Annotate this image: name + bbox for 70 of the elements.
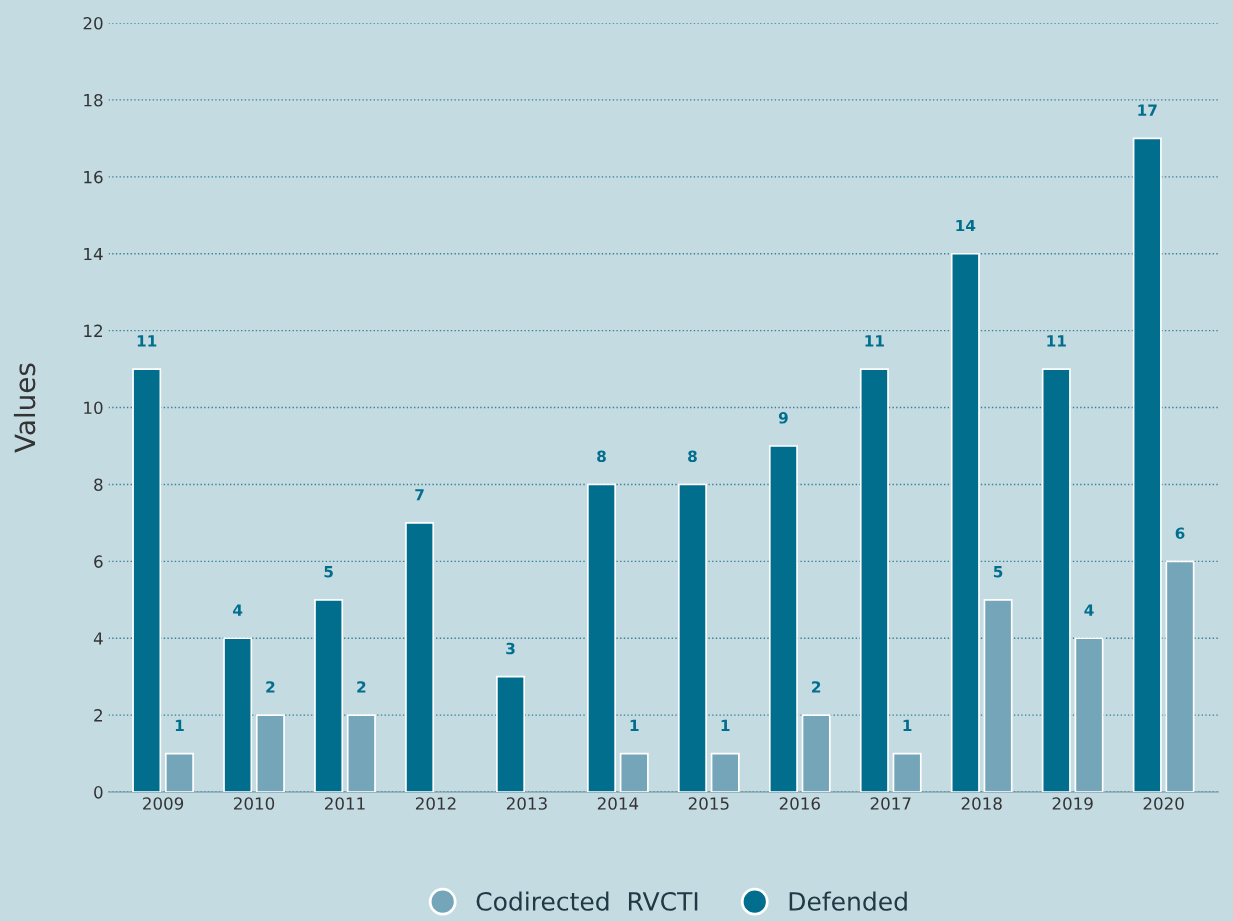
bar [1132,137,1162,793]
data-label: 8 [597,450,606,463]
bar [677,483,707,793]
bar [223,637,253,793]
bar [950,252,980,793]
x-tick-label: 2011 [325,797,365,810]
bar [768,445,798,793]
bar [983,598,1013,793]
x-tick-label: 2018 [961,797,1002,810]
data-label: 2 [266,681,275,693]
legend-label: Defended [789,891,907,911]
y-tick-label: 8 [94,478,103,492]
data-label: 9 [778,412,788,424]
x-tick-label: 2009 [143,797,184,810]
bar [314,598,344,793]
x-tick-label: 2016 [779,797,820,810]
data-label: 5 [324,566,333,578]
y-tick-label: 0 [94,786,103,799]
bar [132,368,162,793]
bar [587,483,616,793]
y-tick-label: 6 [94,555,103,568]
data-label: 11 [1047,335,1066,347]
bar [255,714,285,793]
y-tick-label: 18 [84,93,103,107]
data-label: 1 [175,719,184,731]
y-tick-label: 12 [84,324,102,337]
bar [164,752,194,793]
data-label: 8 [688,450,697,463]
bar [859,368,889,793]
y-axis-title: Values [13,363,36,453]
bar [710,752,740,793]
legend-label: Codirected RVCTI [476,891,698,911]
data-label: 1 [903,719,912,731]
bar [346,714,376,793]
data-label: 17 [1138,104,1157,116]
y-tick-label: 4 [93,632,103,645]
bar [801,714,831,793]
y-tick-label: 20 [83,16,103,30]
bar [892,752,922,793]
data-label: 4 [1084,604,1094,616]
data-label: 7 [415,489,424,501]
x-tick-label: 2012 [415,797,456,810]
bar [405,522,435,793]
y-tick-label: 14 [84,247,103,261]
data-label: 2 [357,681,366,693]
bar [619,752,649,793]
data-label: 5 [993,566,1003,578]
bar [1074,637,1104,793]
bar [1165,560,1195,793]
data-label: 1 [630,719,639,731]
x-tick-label: 2017 [870,797,911,810]
x-tick-label: 2013 [506,797,547,810]
data-label: 4 [233,604,243,616]
data-label: 1 [721,719,730,731]
x-tick-label: 2010 [234,797,275,810]
y-tick-label: 2 [94,709,102,722]
data-label: 3 [506,642,515,655]
data-label: 14 [956,219,976,232]
x-tick-label: 2014 [597,797,639,810]
bar [496,675,526,793]
bar [1041,368,1071,793]
data-label: 6 [1175,527,1185,539]
data-label: 11 [137,335,157,347]
y-tick-label: 10 [84,401,103,415]
x-tick-label: 2019 [1052,797,1093,810]
x-tick-label: 2015 [688,797,729,810]
data-label: 11 [865,335,884,347]
data-label: 2 [812,681,821,693]
y-tick-label: 16 [84,170,103,184]
x-tick-label: 2020 [1143,797,1184,810]
